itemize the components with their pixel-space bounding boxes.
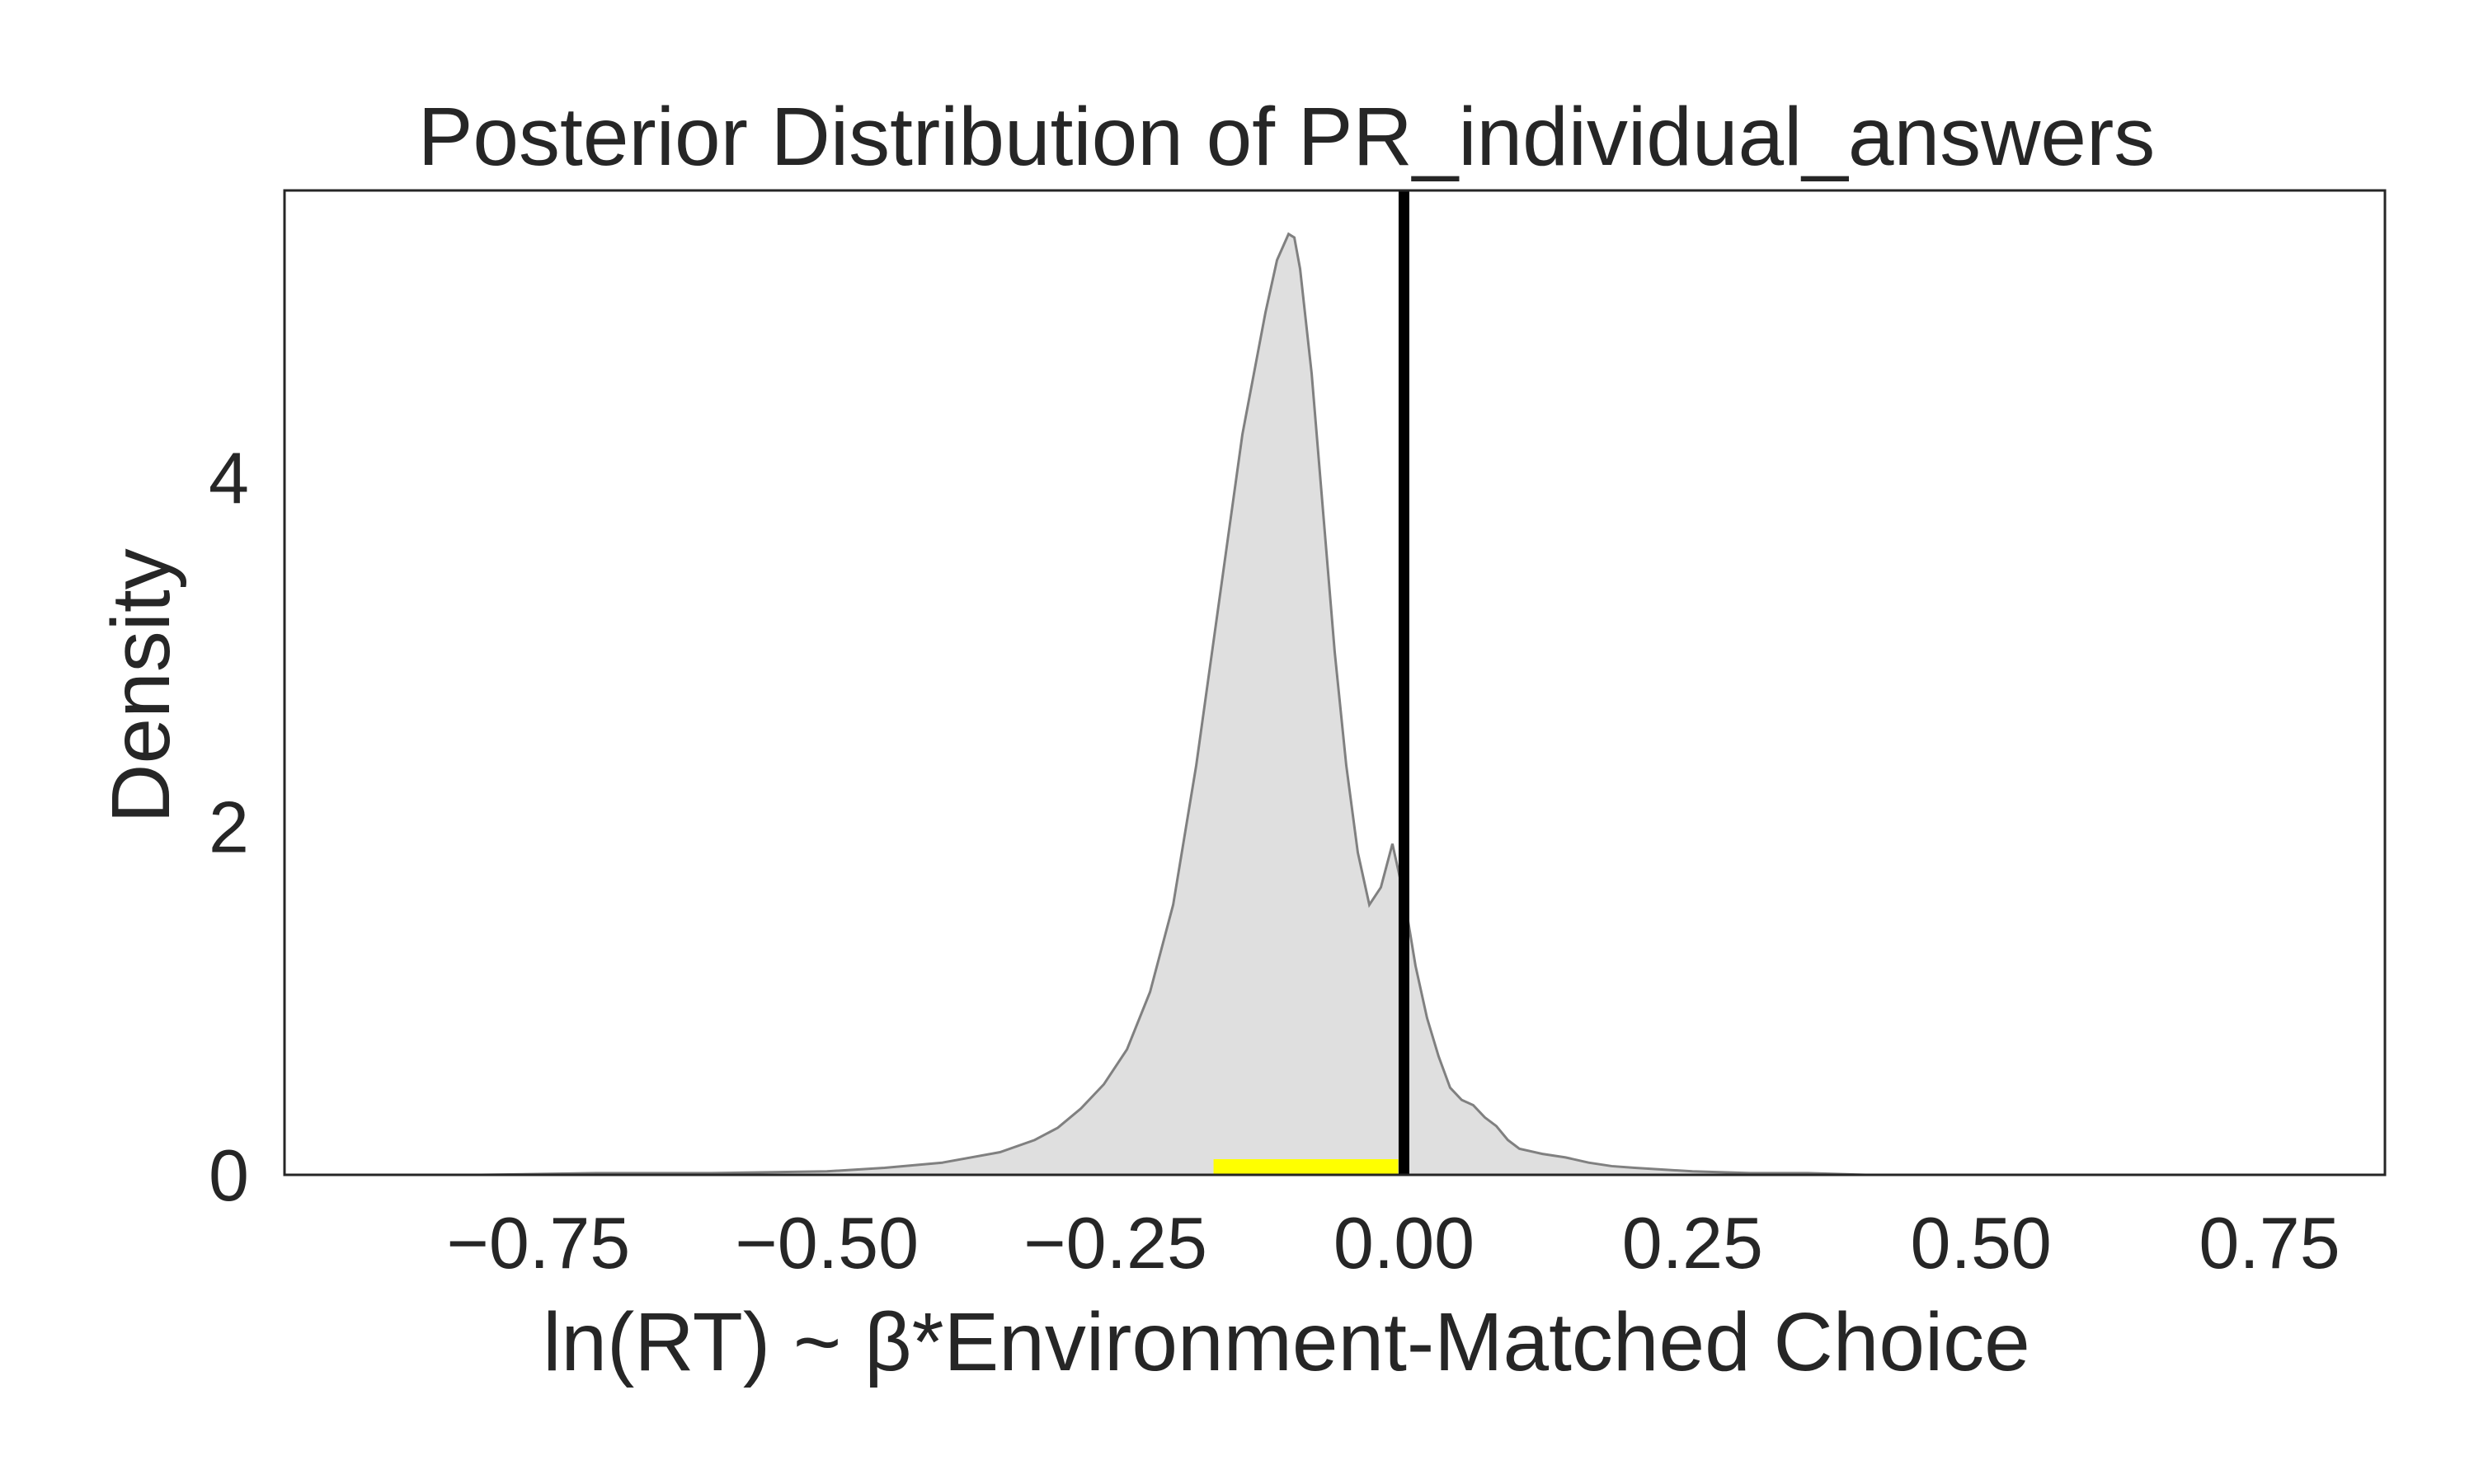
x-tick-label: 0.00 bbox=[1333, 1202, 1475, 1284]
plot-frame bbox=[283, 189, 2387, 1176]
x-tick-label: 0.75 bbox=[2199, 1202, 2340, 1284]
x-axis-ticks: −0.75 −0.50 −0.25 0.00 0.25 0.50 0.75 bbox=[447, 1202, 2340, 1284]
x-tick-label: 0.25 bbox=[1622, 1202, 1763, 1284]
x-tick-label: −0.25 bbox=[1023, 1202, 1207, 1284]
density-curve bbox=[307, 232, 2328, 1176]
x-axis-label: ln(RT) ~ β*Environment-Matched Choice bbox=[543, 1296, 2030, 1388]
plot-area bbox=[283, 189, 2387, 1176]
x-tick-label: −0.75 bbox=[447, 1202, 631, 1284]
y-tick-label: 4 bbox=[209, 438, 249, 519]
y-tick-label: 0 bbox=[209, 1134, 249, 1216]
x-tick-label: −0.50 bbox=[735, 1202, 919, 1284]
x-tick-label: 0.50 bbox=[1911, 1202, 2052, 1284]
density-area bbox=[307, 233, 2328, 1176]
y-tick-label: 2 bbox=[209, 786, 249, 867]
chart-title: Posterior Distribution of PR_individual_… bbox=[418, 91, 2156, 183]
credible-interval-bar bbox=[1213, 1159, 1399, 1175]
y-axis-ticks: 0 2 4 bbox=[209, 438, 249, 1216]
y-axis-label: Density bbox=[95, 548, 187, 823]
